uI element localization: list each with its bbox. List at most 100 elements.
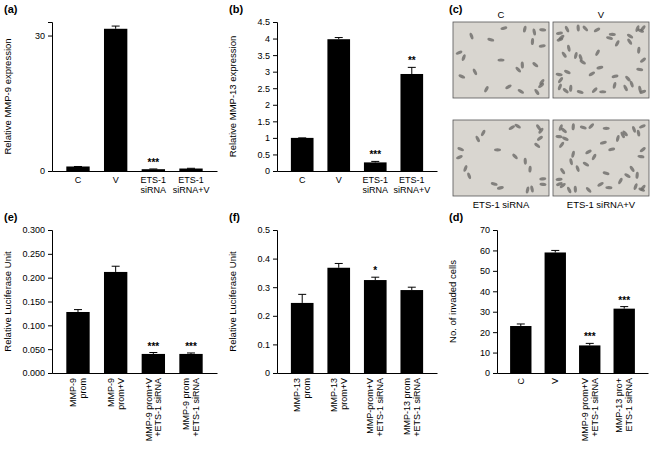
cell [457,146,465,152]
y-axis: 010203040506070 [480,225,498,378]
cell [617,177,623,185]
y-tick-mark [493,353,497,354]
y-axis: 00.10.20.30.40.5 [257,225,277,378]
plot-area [510,250,635,373]
x-axis-line [278,373,438,374]
y-tick-label: 50 [480,266,490,276]
x-tick-label: ETS-1siRNA+V [173,175,210,195]
plot-area [66,266,202,373]
y-tick-mark [273,72,277,73]
y-tick-label: 60 [480,246,490,256]
cell [534,88,541,96]
y-tick: 40 [480,287,497,297]
panel: 010203040506070CVMMP-9 prom+V+ETS-1 siRN… [480,225,649,441]
y-tick-label: 0.000 [22,368,45,378]
x-tick-label: C [75,175,82,185]
error-bar [112,266,120,272]
panel: 030CVETS-1siRNAETS-1siRNA+V*** [35,23,218,196]
cell [578,54,583,62]
panel-title: (e) [4,211,18,223]
cell [624,172,632,178]
cell [558,124,563,132]
x-axis: CVETS-1siRNAETS-1siRNA+V [53,171,218,195]
cell [636,129,640,136]
cell [539,44,546,48]
y-tick: 2 [265,100,277,110]
y-tick-label: 0.250 [22,249,45,259]
cell [606,36,614,41]
x-tick-label: MMP-13prom+V [329,378,349,412]
cell [567,45,571,52]
y-tick-label: 1.5 [257,117,270,127]
y-tick-label: 0.200 [22,273,45,283]
y-tick-mark [273,171,277,172]
cell [555,177,562,181]
cell [588,71,596,77]
x-axis: MMP-9promMMP-9prom+VMMP-9 prom+V+ETS-1 s… [53,373,218,441]
x-axis: MMP-13promMMP-13prom+VMMP-prom+V+ETS-1 s… [278,373,438,437]
cell [556,37,564,43]
x-axis-line [498,373,649,374]
cell [539,28,546,32]
panel: 0.0000.0500.1000.1500.2000.2500.300MMP-9… [22,225,217,441]
cell [638,85,642,92]
y-axis-line [48,231,53,374]
y-axis-line [273,231,278,374]
cell [609,33,616,36]
y-tick-label: 0.2 [257,311,270,321]
y-tick-mark [48,254,52,255]
cell [637,155,644,159]
bar [66,312,89,373]
y-tick-mark [273,39,277,40]
error-bar [551,250,559,252]
cell [626,38,633,46]
y-tick-label: 2 [265,100,270,110]
y-tick-mark [273,88,277,89]
y-tick-mark [48,278,52,279]
y-tick: 3 [265,67,277,77]
error-bar [335,38,343,40]
y-tick-mark [48,171,52,172]
micrograph-frame [553,120,649,196]
error-bar [517,324,525,326]
y-tick-label: 30 [35,31,45,41]
cell [525,186,530,194]
cell [576,89,584,94]
y-tick: 10 [480,348,497,358]
cell [575,165,580,173]
bar [510,326,531,373]
cell [557,83,562,91]
cell [569,158,573,165]
micrograph [453,22,549,98]
x-tick-label: C [516,378,526,385]
y-tick-label: 20 [480,328,490,338]
x-tick: MMP-9 prom+ETS-1 siRNA [181,373,201,437]
panel-title: (b) [229,3,243,15]
error-bar [149,353,157,354]
x-tick: C [516,373,526,385]
significance: *** [584,331,596,342]
bar [614,309,635,373]
x-tick-label: MMP-13prom [292,378,312,412]
cell [585,149,593,155]
y-tick: 0.2 [257,311,277,321]
y-tick-label: 0.4 [257,254,270,264]
y-tick-label: 0.150 [22,297,45,307]
x-tick: ETS-1siRNA [363,171,389,195]
y-tick-mark [273,344,277,345]
y-axis-title: Relative MMP-9 expression [2,38,13,154]
cell [608,147,616,152]
x-tick: C [75,171,82,185]
micrograph [553,22,649,98]
y-tick-mark [48,349,52,350]
x-tick-label: MMP-9 prom+V+ETS-1 siRNA [144,378,164,441]
x-tick: MMP-13prom+V [329,373,349,412]
y-axis: 0.0000.0500.1000.1500.2000.2500.300 [22,225,52,378]
cell [490,181,498,186]
cell [563,69,571,75]
cell [579,125,587,130]
error-bar [298,137,306,138]
y-tick-mark [273,373,277,374]
y-tick-label: 0 [485,368,490,378]
cell [582,161,590,167]
